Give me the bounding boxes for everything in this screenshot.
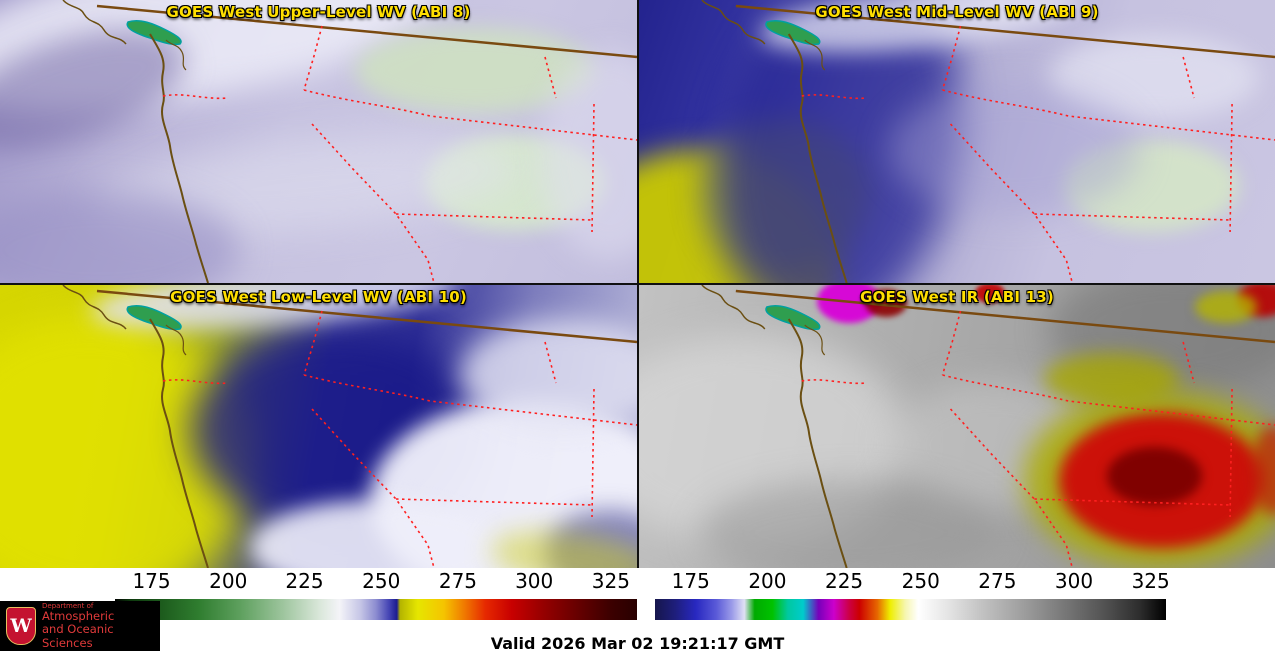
- wv-colorbar: 175 200 225 250 275 300 325: [115, 568, 637, 626]
- footer: 175 200 225 250 275 300 325 175 200 225 …: [0, 568, 1275, 659]
- imagery-feature: [1044, 353, 1179, 405]
- logo-text: Department of Atmospheric and Oceanic Sc…: [42, 602, 154, 650]
- imagery-feature: [699, 480, 999, 568]
- ir-colorbar: 175 200 225 250 275 300 325: [655, 568, 1170, 626]
- map-overlay: [639, 0, 1275, 283]
- wv-colorbar-gradient: [115, 599, 637, 620]
- tick-label: 275: [978, 569, 1017, 593]
- imagery-feature: [1195, 291, 1257, 323]
- panel-title-low-wv: GOES West Low-Level WV (ABI 10): [170, 288, 467, 306]
- tick-label: 300: [515, 569, 554, 593]
- tick-label: 250: [362, 569, 401, 593]
- imagery-feature: [889, 85, 1139, 215]
- panel-title-upper-wv: GOES West Upper-Level WV (ABI 8): [166, 3, 471, 21]
- satellite-imagery-mid-wv: [639, 0, 1275, 283]
- imagery-feature: [975, 285, 1005, 303]
- tick-label: 250: [901, 569, 940, 593]
- uw-aos-logo: W Department of Atmospheric and Oceanic …: [0, 601, 160, 651]
- logo-line-oceanic: and Oceanic Sciences: [42, 622, 114, 650]
- imagery-feature: [1064, 140, 1239, 232]
- satellite-imagery-low-wv: [0, 285, 637, 568]
- wv-colorbar-ticks: 175 200 225 250 275 300 325: [115, 569, 637, 595]
- tick-label: 175: [132, 569, 171, 593]
- panel-title-ir: GOES West IR (ABI 13): [860, 288, 1054, 306]
- tick-label: 325: [591, 569, 630, 593]
- tick-label: 275: [438, 569, 478, 593]
- panel-title-mid-wv: GOES West Mid-Level WV (ABI 9): [815, 3, 1099, 21]
- map-overlay: [0, 0, 637, 283]
- tick-label: 200: [209, 569, 248, 593]
- panel-mid-level-wv: GOES West Mid-Level WV (ABI 9): [639, 0, 1275, 283]
- imagery-feature: [250, 500, 500, 568]
- logo-line-atmospheric: Atmospheric: [42, 609, 115, 624]
- tick-label: 325: [1131, 569, 1170, 593]
- satellite-quadrant-grid: GOES West Upper-Level WV (ABI 8) GOES We…: [0, 0, 1275, 568]
- panel-ir: GOES West IR (ABI 13): [639, 285, 1275, 568]
- map-overlay: [639, 285, 1275, 568]
- tick-label: 200: [748, 569, 787, 593]
- ir-colorbar-gradient: [655, 599, 1166, 620]
- panel-low-level-wv: GOES West Low-Level WV (ABI 10): [0, 285, 637, 568]
- ir-colorbar-ticks: 175 200 225 250 275 300 325: [655, 569, 1170, 595]
- crest-letter: W: [10, 615, 32, 637]
- tick-label: 175: [671, 569, 710, 593]
- valid-time: Valid 2026 Mar 02 19:21:17 GMT: [490, 634, 785, 653]
- logo-line-department: Department of: [42, 602, 94, 611]
- imagery-feature: [1107, 447, 1202, 505]
- map-overlay: [0, 285, 637, 568]
- panel-upper-level-wv: GOES West Upper-Level WV (ABI 8): [0, 0, 637, 283]
- uw-crest-icon: W: [6, 607, 36, 645]
- tick-label: 225: [824, 569, 864, 593]
- imagery-feature: [1049, 35, 1259, 120]
- tick-label: 225: [285, 569, 324, 593]
- tick-label: 300: [1054, 569, 1094, 593]
